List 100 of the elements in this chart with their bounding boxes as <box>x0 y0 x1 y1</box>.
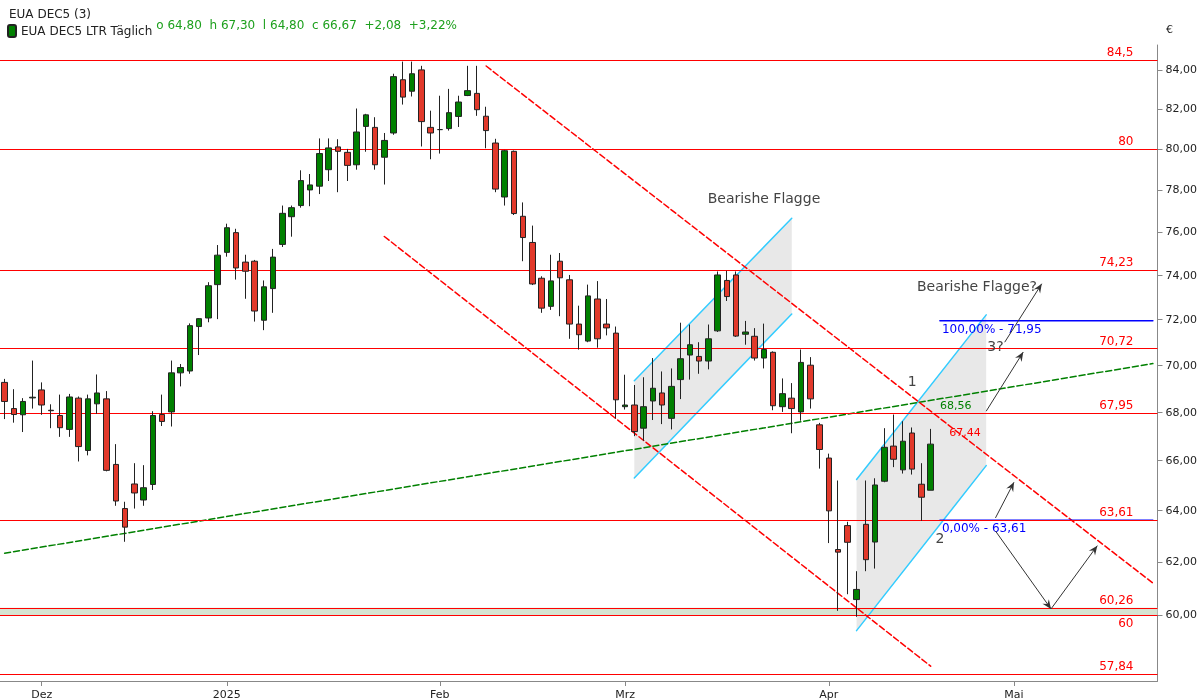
candlestick <box>687 324 693 381</box>
candlestick <box>390 73 397 136</box>
candlestick <box>520 201 526 262</box>
annotation: Bearishe Flagge? <box>916 278 1037 295</box>
legend-label: EUA DEC5 LTR Täglich <box>21 24 153 38</box>
candlestick <box>492 138 499 193</box>
candlestick <box>418 65 425 147</box>
candlestick <box>548 254 554 311</box>
y-tick-label: 66,00 <box>1165 454 1198 467</box>
chart-subtitle: o 64,80 h 67,30 l 64,80 c 66,67 +2,08 +3,22% <box>156 18 457 32</box>
candlestick <box>168 360 175 427</box>
candlestick <box>187 322 193 375</box>
candlestick <box>501 149 508 207</box>
candlestick <box>75 396 82 462</box>
candlestick <box>724 270 730 302</box>
candlestick <box>57 394 63 438</box>
ref-line-label: 70,72 <box>1099 333 1134 348</box>
candlestick <box>872 477 878 570</box>
candlestick <box>761 323 767 369</box>
y-tick-label: 62,00 <box>1165 555 1198 569</box>
candlestick <box>270 248 276 314</box>
candlestick <box>835 480 841 612</box>
candlestick <box>335 138 341 193</box>
ref-line-label: 60 <box>1118 615 1134 630</box>
candlestick <box>38 381 45 416</box>
candlestick <box>113 443 119 507</box>
candlestick <box>427 110 434 160</box>
candlestick <box>890 414 897 468</box>
y-tick-label: 80,00 <box>1165 142 1198 156</box>
candlestick <box>131 462 138 510</box>
candlestick <box>853 570 860 618</box>
candlestick <box>242 254 249 300</box>
candlestick <box>714 270 721 333</box>
candlestick <box>29 360 36 410</box>
candlestick <box>677 322 684 400</box>
data-label: 68,56 <box>939 399 972 413</box>
candlestick <box>409 61 415 98</box>
candlestick <box>279 205 286 248</box>
ref-line-label: 67,95 <box>1099 398 1134 413</box>
candlestick <box>696 341 702 375</box>
annotation: 1 <box>907 373 917 390</box>
candlestick <box>844 521 851 595</box>
candlestick <box>576 305 582 351</box>
candlestick <box>437 95 443 155</box>
candlestick <box>122 501 128 543</box>
y-tick-label: 64,00 <box>1165 503 1198 517</box>
candlestick <box>103 390 110 472</box>
candlestick <box>20 397 26 433</box>
candlestick <box>307 173 313 207</box>
candlestick <box>631 384 638 437</box>
candlestick <box>622 374 628 411</box>
y-axis-title: € <box>1166 23 1173 36</box>
candlestick <box>159 394 165 427</box>
ref-line-label: 80 <box>1118 133 1134 148</box>
candlestick <box>224 223 230 258</box>
candlestick <box>909 426 915 476</box>
candlestick <box>585 284 591 343</box>
candlestick <box>705 324 712 370</box>
ref-line-label: 74,23 <box>1099 255 1134 270</box>
candlestick <box>446 88 452 132</box>
x-tick-label: 2025 <box>212 688 241 700</box>
candlestick <box>288 205 295 238</box>
candlestick <box>816 422 823 470</box>
candlestick <box>881 427 888 483</box>
candlestick <box>733 270 739 338</box>
candlestick <box>372 116 378 171</box>
candlestick <box>66 393 73 438</box>
candlestick <box>863 480 869 572</box>
candlestick <box>529 225 536 286</box>
candlestick <box>751 327 758 362</box>
candlestick <box>177 363 184 387</box>
candlestick <box>538 275 545 314</box>
candlestick <box>659 370 665 425</box>
candlestick <box>400 61 406 106</box>
y-tick-label: 70,00 <box>1165 358 1198 372</box>
y-tick-label: 84,00 <box>1165 63 1198 77</box>
candlestick <box>594 280 601 349</box>
chart-title: EUA DEC5 (3) <box>9 7 92 21</box>
candlestick <box>788 382 795 434</box>
candlestick <box>557 252 563 317</box>
candlestick <box>353 108 360 171</box>
candlestick <box>927 428 934 491</box>
x-tick-label: Mrz <box>615 688 636 700</box>
candlestick <box>474 65 480 117</box>
candlestick <box>779 377 786 413</box>
candlestick <box>85 394 91 456</box>
x-tick-label: Mai <box>1004 688 1024 700</box>
candlestick <box>918 462 925 522</box>
x-tick-label: Dez <box>31 688 53 700</box>
candlestick <box>742 320 749 346</box>
candlestick <box>48 403 54 429</box>
candlestick <box>483 106 489 149</box>
candlestick <box>650 357 656 421</box>
candlestick <box>826 453 832 544</box>
candlestick <box>214 244 221 320</box>
candlestick <box>464 65 471 97</box>
candlestick <box>251 259 258 323</box>
y-tick-label: 72,00 <box>1165 313 1198 327</box>
candlestick <box>196 317 202 356</box>
candlestick <box>150 410 156 491</box>
